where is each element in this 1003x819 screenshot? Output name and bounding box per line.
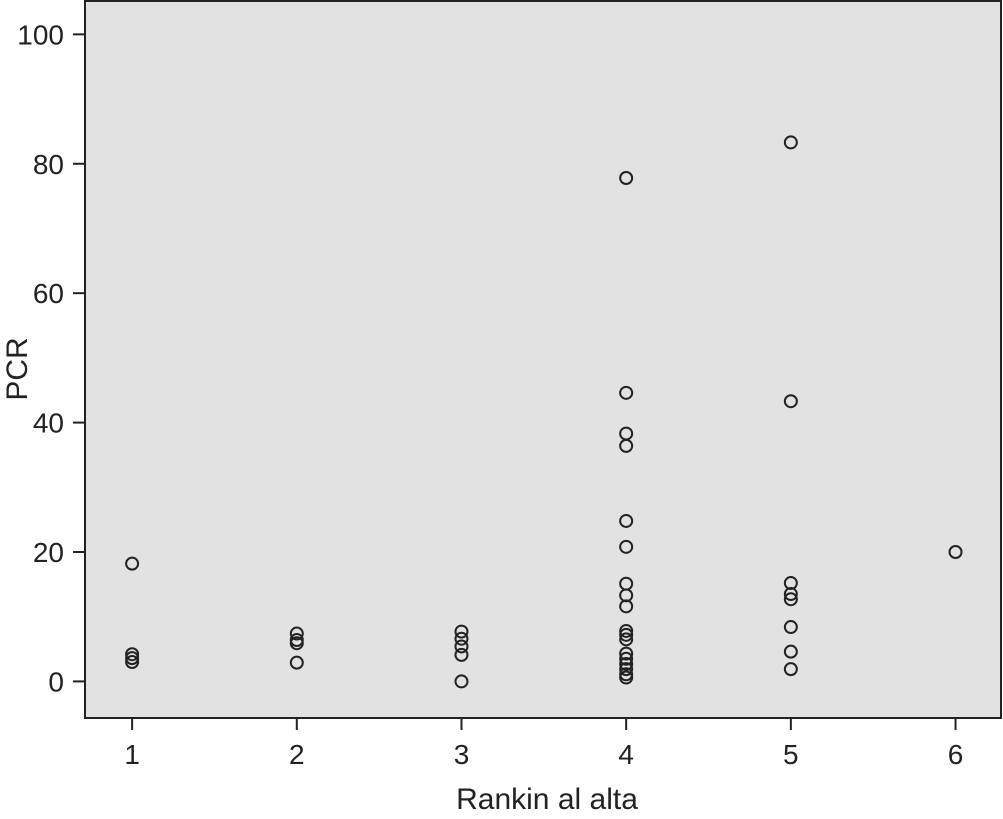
x-tick-label: 6 bbox=[948, 739, 964, 770]
data-point bbox=[619, 385, 634, 400]
x-tick-label: 3 bbox=[454, 739, 470, 770]
data-point bbox=[783, 394, 798, 409]
data-point bbox=[454, 674, 469, 689]
data-point bbox=[948, 545, 963, 559]
y-axis-title: PCR bbox=[1, 337, 34, 400]
data-point bbox=[125, 647, 140, 662]
data-point bbox=[619, 632, 634, 647]
data-point bbox=[619, 651, 634, 666]
data-point bbox=[125, 651, 140, 666]
x-tick-label: 5 bbox=[783, 739, 799, 770]
data-point bbox=[125, 655, 140, 669]
data-point bbox=[619, 627, 634, 642]
data-point bbox=[619, 171, 634, 185]
y-axis: 0 20 40 60 80 100 bbox=[17, 19, 85, 697]
data-point bbox=[619, 623, 634, 638]
y-tick-label: 60 bbox=[33, 278, 64, 309]
x-tick-label: 1 bbox=[124, 739, 140, 770]
data-point bbox=[454, 631, 469, 646]
data-point bbox=[454, 647, 469, 662]
x-axis: 1 2 3 4 5 6 bbox=[124, 718, 963, 770]
data-point bbox=[783, 662, 798, 677]
data-point bbox=[783, 592, 798, 607]
data-point bbox=[289, 636, 304, 651]
y-tick-label: 0 bbox=[48, 666, 64, 697]
data-point bbox=[619, 599, 634, 614]
data-point bbox=[125, 556, 140, 571]
plot-area bbox=[84, 0, 1002, 719]
data-point bbox=[454, 639, 469, 654]
y-tick-label: 100 bbox=[17, 19, 64, 50]
data-point bbox=[619, 539, 634, 554]
data-point bbox=[619, 646, 634, 661]
data-point bbox=[783, 620, 798, 635]
y-tick-label: 40 bbox=[33, 408, 64, 439]
data-point bbox=[289, 655, 304, 670]
data-point bbox=[783, 587, 798, 602]
data-point bbox=[619, 513, 634, 528]
data-point bbox=[619, 662, 634, 677]
x-tick-label: 4 bbox=[618, 739, 634, 770]
data-point bbox=[783, 135, 798, 150]
data-point bbox=[289, 626, 304, 641]
data-point bbox=[454, 624, 469, 639]
x-tick-label: 2 bbox=[289, 739, 305, 770]
y-tick-label: 80 bbox=[33, 149, 64, 180]
data-point bbox=[619, 438, 634, 453]
y-tick-label: 20 bbox=[33, 537, 64, 568]
x-axis-title: Rankin al alta bbox=[456, 783, 638, 816]
data-point bbox=[619, 656, 634, 671]
data-points bbox=[125, 135, 963, 689]
data-point bbox=[783, 644, 798, 659]
data-point bbox=[619, 670, 634, 685]
